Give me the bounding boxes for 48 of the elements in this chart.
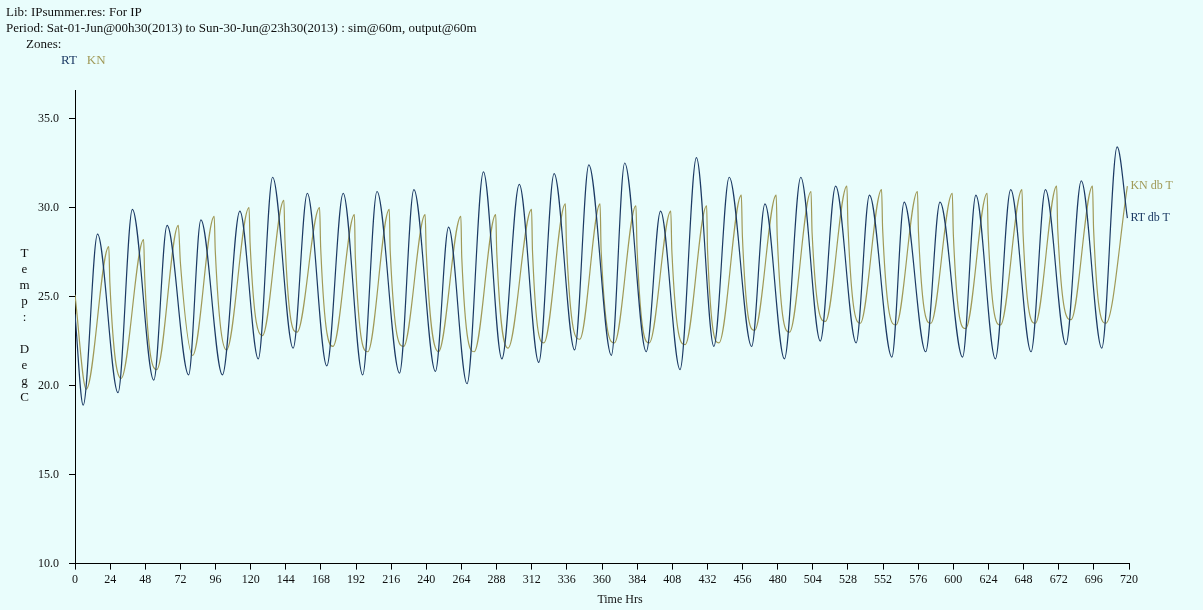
y-tick-label: 30.0 xyxy=(38,199,59,214)
x-tick-label: 72 xyxy=(174,571,187,586)
x-tick-label: 360 xyxy=(593,571,611,586)
x-tick-label: 264 xyxy=(452,571,471,586)
x-tick-label: 552 xyxy=(874,571,893,586)
x-tick-label: 48 xyxy=(139,571,152,586)
y-tick-label: 35.0 xyxy=(38,110,59,125)
line-series xyxy=(75,185,1128,390)
legend-title: Zones: xyxy=(26,36,63,52)
x-tick-label: 480 xyxy=(768,571,787,586)
y-tick-label: 10.0 xyxy=(38,555,59,570)
text: KN xyxy=(86,52,106,67)
chart-subtitle: Period: Sat-01-Jun@00h30(2013) to Sun-30-Jun@23h30(2013) : sim@60m, output@60m xyxy=(6,20,477,36)
x-tick-label: 216 xyxy=(382,571,401,586)
x-tick-label: 192 xyxy=(347,571,366,586)
x-tick-label: 288 xyxy=(487,571,506,586)
x-tick-label: 504 xyxy=(803,571,822,586)
y-tick-label: 15.0 xyxy=(38,466,59,481)
x-tick-label: 600 xyxy=(944,571,963,586)
x-tick-label: 432 xyxy=(698,571,717,586)
x-tick-label: 240 xyxy=(417,571,436,586)
x-tick-label: 24 xyxy=(104,571,117,586)
chart-title: Lib: IPsummer.res: For IP xyxy=(6,4,143,20)
x-tick-label: 168 xyxy=(311,571,330,586)
text: RT xyxy=(61,52,77,67)
x-tick-label: 312 xyxy=(522,571,541,586)
x-tick-label: 0 xyxy=(72,571,78,586)
x-tick-label: 120 xyxy=(241,571,260,586)
x-tick-label: 696 xyxy=(1084,571,1103,586)
x-tick-label: 96 xyxy=(209,571,222,586)
y-tick-label: 20.0 xyxy=(38,377,59,392)
y-axis-title: Temp: DegC xyxy=(16,245,32,405)
x-tick-label: 720 xyxy=(1120,571,1138,586)
x-tick-label: 456 xyxy=(733,571,752,586)
y-tick-label: 25.0 xyxy=(38,288,59,303)
x-tick-label: 648 xyxy=(1014,571,1033,586)
x-tick-label: 576 xyxy=(909,571,928,586)
x-tick-label: 336 xyxy=(557,571,576,586)
line-series xyxy=(75,146,1128,406)
x-tick-label: 528 xyxy=(838,571,857,586)
x-tick-label: 408 xyxy=(663,571,682,586)
x-tick-label: 672 xyxy=(1049,571,1068,586)
x-axis-title: Time Hrs xyxy=(596,592,644,607)
x-tick-label: 624 xyxy=(979,571,998,586)
series-label: RT db T xyxy=(1130,210,1171,225)
x-tick-label: 384 xyxy=(628,571,647,586)
series-label: KN db T xyxy=(1130,178,1174,193)
x-tick-label: 144 xyxy=(276,571,295,586)
